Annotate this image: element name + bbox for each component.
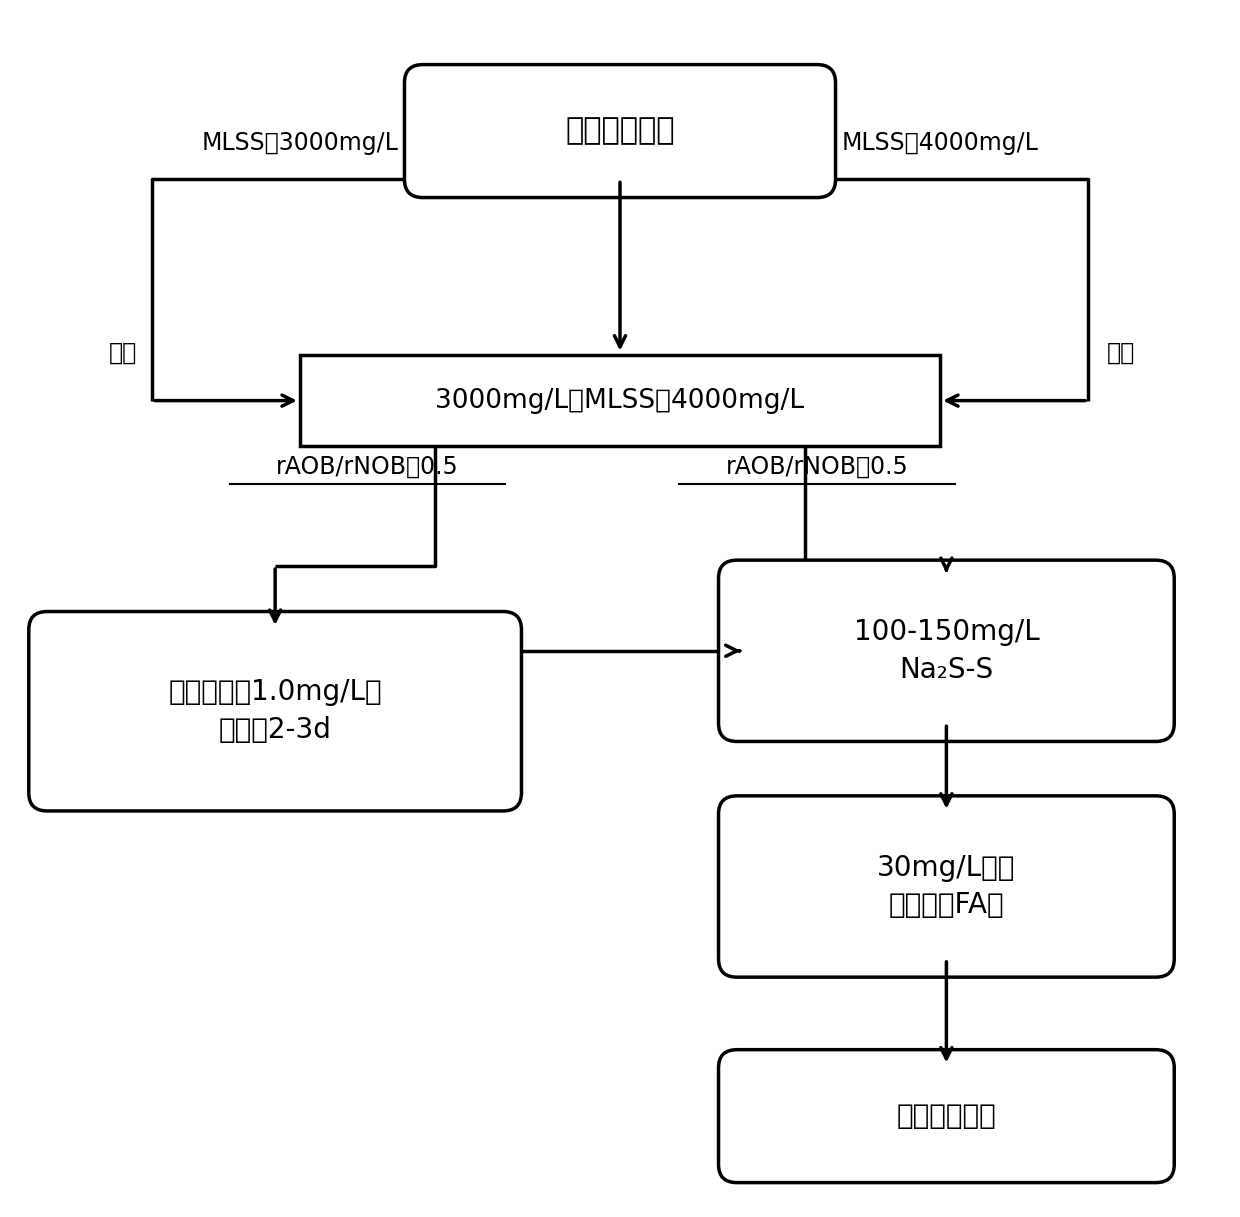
Bar (300, 355, 940, 445)
Text: 低溶解氧（1.0mg/L）
下培养2-3d: 低溶解氧（1.0mg/L） 下培养2-3d (169, 678, 382, 744)
FancyBboxPatch shape (404, 65, 836, 197)
Text: 浓缩: 浓缩 (109, 341, 138, 364)
FancyBboxPatch shape (718, 1050, 1174, 1183)
Text: 100-150mg/L
Na₂S-S: 100-150mg/L Na₂S-S (853, 618, 1039, 684)
Text: 稀释: 稀释 (1106, 341, 1135, 364)
Text: rAOB/rNOB＜0.5: rAOB/rNOB＜0.5 (277, 455, 459, 479)
Text: MLSS＜3000mg/L: MLSS＜3000mg/L (201, 131, 398, 156)
Text: 3000mg/L＜MLSS＜4000mg/L: 3000mg/L＜MLSS＜4000mg/L (435, 387, 805, 414)
Text: 亚硝酸盐累积: 亚硝酸盐累积 (897, 1103, 996, 1131)
FancyBboxPatch shape (718, 796, 1174, 977)
Text: MLSS＞4000mg/L: MLSS＞4000mg/L (842, 131, 1039, 156)
Text: 好氧活性污泥: 好氧活性污泥 (565, 117, 675, 146)
FancyBboxPatch shape (29, 611, 522, 811)
Text: 30mg/L左右
游离氨（FA）: 30mg/L左右 游离氨（FA） (877, 853, 1016, 919)
Text: rAOB/rNOB＞0.5: rAOB/rNOB＞0.5 (725, 455, 909, 479)
FancyBboxPatch shape (718, 560, 1174, 741)
